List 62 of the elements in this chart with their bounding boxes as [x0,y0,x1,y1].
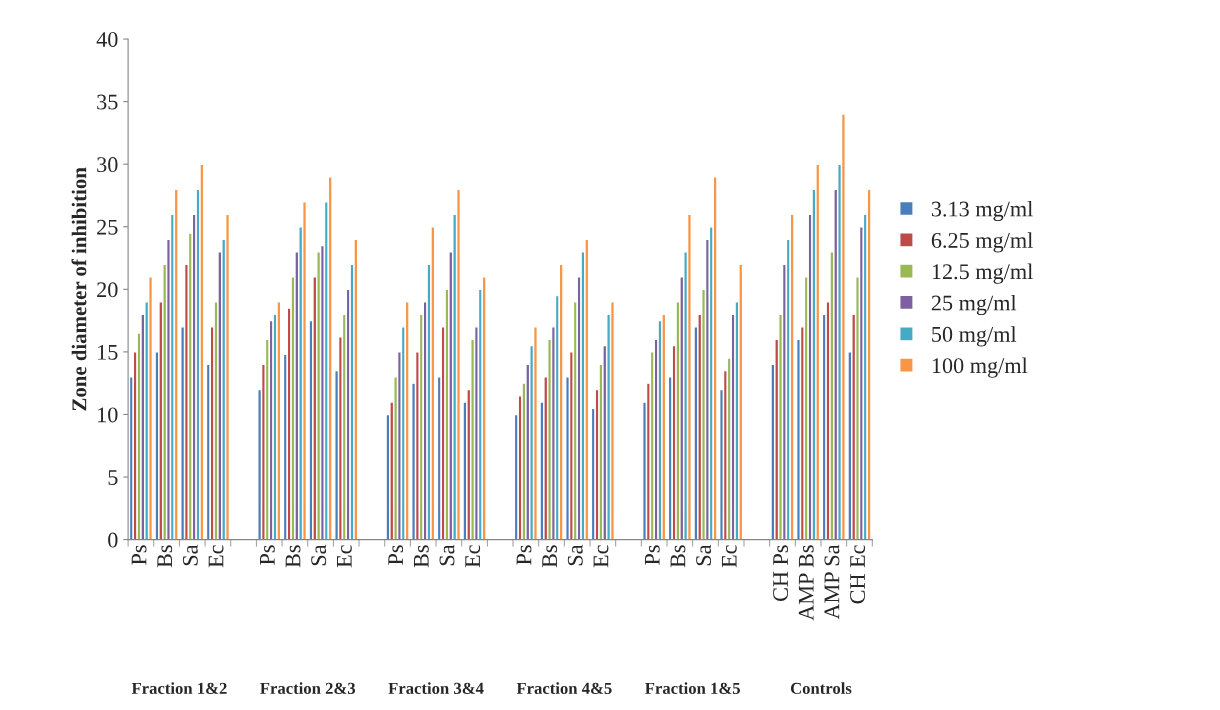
bar [532,326,539,540]
bar [866,188,872,540]
y-tick-label: 5 [108,470,118,485]
y-tick-label: 40 [96,31,118,47]
x-tick-label: CH Ec [850,545,866,604]
legend-label: 3.13 mg/ml [931,200,1033,222]
y-tick-label: 25 [97,219,118,235]
x-tick-label: Sa [567,544,583,566]
bar [815,163,821,540]
legend-label: 6.25 mg/ml [931,232,1033,253]
bar [353,238,359,540]
x-tick-label: Bs [542,545,558,568]
x-tick-label: Bs [285,545,301,568]
legend-label: 12.5 mg/ml [932,263,1033,284]
bar [302,201,308,540]
y-tick-label: 10 [98,407,118,423]
bar [225,213,231,540]
x-tick-label: AMP Sa [824,544,840,620]
legend-label: 25 mg/ml [931,294,1017,316]
bar [148,276,154,540]
x-tick-label: Ps [516,545,532,565]
bar [199,163,205,540]
bar [276,301,282,540]
x-tick-label: Ec [721,545,737,568]
x-tick-label: Ps [260,545,275,565]
x-tick-label: Bs [670,545,686,568]
y-tick-label: 20 [97,282,118,298]
x-tick-label: Ps [131,545,147,565]
bar [738,263,744,540]
y-tick-label: 15 [98,344,118,360]
x-tick-label: Ps [388,545,404,565]
x-tick-label: AMP Bs [798,545,814,621]
x-tick-label: Sa [182,544,198,566]
text: Fraction 3&4 [388,682,484,694]
bar [481,276,487,540]
text: Fraction 1&5 [645,682,740,694]
text: Controls [790,682,852,694]
bar [455,188,462,540]
bar [661,313,667,540]
y-axis-title: Zone diameter of inhibition [71,167,87,411]
y-tick-label: 0 [108,532,118,548]
x-tick-label: Ec [465,545,481,568]
y-tick-label: 30 [97,157,118,173]
legend-label: 50 mg/ml [932,326,1017,347]
bar [609,301,615,540]
bar [430,226,436,540]
text: Fraction 4&5 [516,682,612,694]
x-tick-label: Ec [593,545,609,568]
x-tick-label: Ec [208,545,224,568]
x-tick-label: Sa [696,544,712,566]
legend-label: 100 mg/ml [932,357,1028,378]
x-tick-label: Ps [644,545,660,565]
x-tick-label: Bs [414,545,429,568]
x-tick-label: Bs [157,545,173,568]
y-tick-label: 35 [97,94,118,110]
x-tick-label: Sa [439,544,455,566]
x-tick-label: Ec [337,545,352,568]
bar [584,238,590,540]
x-tick-label: Sa [311,544,327,566]
x-tick-label: CH Ps [773,545,789,601]
text: Fraction 1&2 [131,682,227,694]
text: Fraction 2&3 [260,682,356,694]
